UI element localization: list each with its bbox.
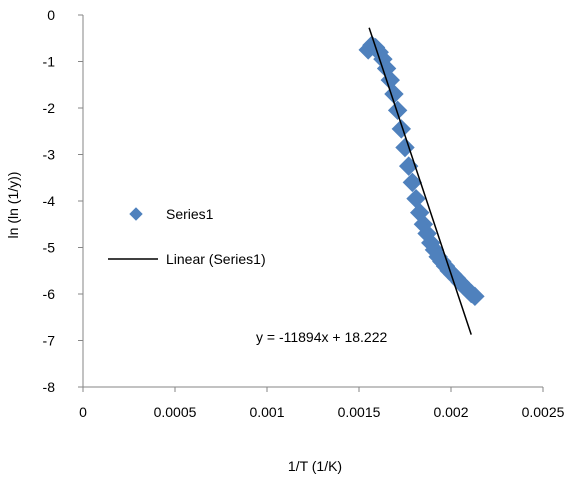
y-tick-label: 0 — [47, 7, 55, 23]
x-tick-label: 0 — [79, 404, 87, 420]
y-tick-label: -5 — [43, 240, 56, 256]
series1-point — [402, 172, 423, 193]
tick-labels: 0 -1 -2 -3 -4 -5 -6 -7 -8 0 0.0005 0.001 0.0015 0.002… — [43, 7, 565, 420]
y-tick-label: -7 — [43, 333, 56, 349]
series1-point — [391, 119, 412, 139]
legend-trendline-label: Linear (Series1) — [166, 251, 266, 267]
axes — [78, 14, 544, 392]
series1-point — [395, 137, 415, 158]
y-tick-label: -4 — [43, 193, 56, 209]
legend-series1-label: Series1 — [166, 206, 214, 222]
x-axis-title: 1/T (1/K) — [288, 458, 342, 474]
y-tick-label: -6 — [43, 286, 56, 302]
series1-point — [465, 286, 485, 307]
trendline-group — [368, 27, 472, 335]
legend-series1-marker — [129, 207, 143, 221]
x-tick-label: 0.001 — [249, 404, 284, 420]
y-tick-label: -8 — [43, 379, 56, 395]
y-tick-label: -3 — [43, 147, 56, 163]
y-tick-label: -1 — [43, 54, 56, 70]
y-axis-title: ln (ln (1/y)) — [5, 172, 21, 239]
linear-trendline — [368, 27, 472, 335]
legend: Series1 Linear (Series1) — [108, 206, 266, 267]
series1-point — [406, 188, 426, 209]
series1-point — [387, 100, 408, 121]
x-tick-label: 0.0015 — [338, 404, 381, 420]
y-tick-label: -2 — [43, 100, 56, 116]
series1-points — [358, 35, 485, 307]
x-tick-label: 0.002 — [433, 404, 468, 420]
x-tick-label: 0.0025 — [522, 404, 565, 420]
x-tick-label: 0.0005 — [154, 404, 197, 420]
trendline-equation: y = -11894x + 18.222 — [256, 329, 387, 345]
